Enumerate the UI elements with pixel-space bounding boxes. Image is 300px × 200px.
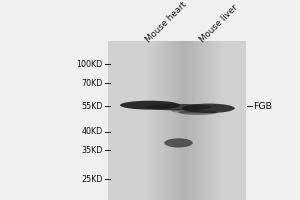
Bar xyxy=(129,41,130,200)
Bar xyxy=(187,41,189,200)
Bar xyxy=(137,41,139,200)
Text: 55KD: 55KD xyxy=(81,102,103,111)
Bar xyxy=(170,41,172,200)
Bar xyxy=(208,41,210,200)
Bar xyxy=(215,41,217,200)
Bar xyxy=(217,41,218,200)
Bar xyxy=(222,41,224,200)
Bar xyxy=(198,41,200,200)
Bar xyxy=(148,41,149,200)
Bar xyxy=(203,41,205,200)
Bar xyxy=(125,41,127,200)
Bar xyxy=(237,41,239,200)
Bar xyxy=(167,41,168,200)
Ellipse shape xyxy=(146,104,212,110)
Bar xyxy=(153,41,154,200)
Bar xyxy=(161,41,163,200)
Bar xyxy=(193,41,194,200)
Ellipse shape xyxy=(164,138,193,147)
Bar xyxy=(163,41,165,200)
Text: 35KD: 35KD xyxy=(81,146,103,155)
Bar xyxy=(191,41,193,200)
Bar xyxy=(210,41,212,200)
Bar xyxy=(108,41,246,200)
Bar xyxy=(201,41,203,200)
Bar xyxy=(168,41,170,200)
Bar xyxy=(186,41,187,200)
Bar xyxy=(230,41,232,200)
Bar xyxy=(132,41,134,200)
Bar xyxy=(196,41,198,200)
Bar xyxy=(142,41,144,200)
Bar xyxy=(117,41,118,200)
Ellipse shape xyxy=(171,109,201,113)
Bar xyxy=(136,41,137,200)
Bar xyxy=(177,41,179,200)
Bar xyxy=(184,41,186,200)
Bar xyxy=(151,41,153,200)
Bar xyxy=(200,41,201,200)
Bar xyxy=(225,41,227,200)
Bar xyxy=(234,41,236,200)
Bar xyxy=(172,41,174,200)
Bar xyxy=(160,41,161,200)
Bar xyxy=(239,41,241,200)
Bar xyxy=(227,41,229,200)
Bar xyxy=(134,41,136,200)
Bar xyxy=(241,41,243,200)
Text: 40KD: 40KD xyxy=(81,127,103,136)
Bar xyxy=(189,41,191,200)
Bar xyxy=(206,41,208,200)
Bar xyxy=(212,41,213,200)
Bar xyxy=(139,41,141,200)
Bar xyxy=(158,41,160,200)
Bar xyxy=(218,41,220,200)
Bar xyxy=(120,41,122,200)
Bar xyxy=(115,41,117,200)
Bar xyxy=(213,41,215,200)
Bar xyxy=(156,41,158,200)
Bar xyxy=(174,41,175,200)
Bar xyxy=(232,41,234,200)
Bar xyxy=(146,41,148,200)
Text: 100KD: 100KD xyxy=(76,60,103,69)
Bar xyxy=(122,41,124,200)
Bar xyxy=(149,41,151,200)
Bar xyxy=(224,41,225,200)
Bar xyxy=(112,41,113,200)
Bar xyxy=(229,41,230,200)
Ellipse shape xyxy=(120,101,180,110)
Bar xyxy=(182,41,184,200)
Bar xyxy=(179,41,180,200)
Text: 25KD: 25KD xyxy=(81,175,103,184)
Text: Mouse liver: Mouse liver xyxy=(198,3,239,45)
Bar xyxy=(205,41,206,200)
Bar xyxy=(144,41,146,200)
Bar xyxy=(130,41,132,200)
Bar xyxy=(243,41,244,200)
Text: Mouse heart: Mouse heart xyxy=(144,0,188,45)
Bar xyxy=(154,41,156,200)
Bar xyxy=(194,41,196,200)
Text: FGB: FGB xyxy=(254,102,272,111)
Bar xyxy=(113,41,115,200)
Bar xyxy=(175,41,177,200)
Bar xyxy=(141,41,142,200)
Bar xyxy=(118,41,120,200)
Bar xyxy=(244,41,246,200)
Bar xyxy=(124,41,125,200)
Bar xyxy=(165,41,167,200)
Bar xyxy=(127,41,129,200)
Text: 70KD: 70KD xyxy=(81,79,103,88)
Bar xyxy=(236,41,237,200)
Ellipse shape xyxy=(178,110,218,115)
Bar xyxy=(110,41,112,200)
Bar xyxy=(220,41,222,200)
Bar xyxy=(181,41,182,200)
Ellipse shape xyxy=(182,104,235,113)
Bar xyxy=(108,41,110,200)
